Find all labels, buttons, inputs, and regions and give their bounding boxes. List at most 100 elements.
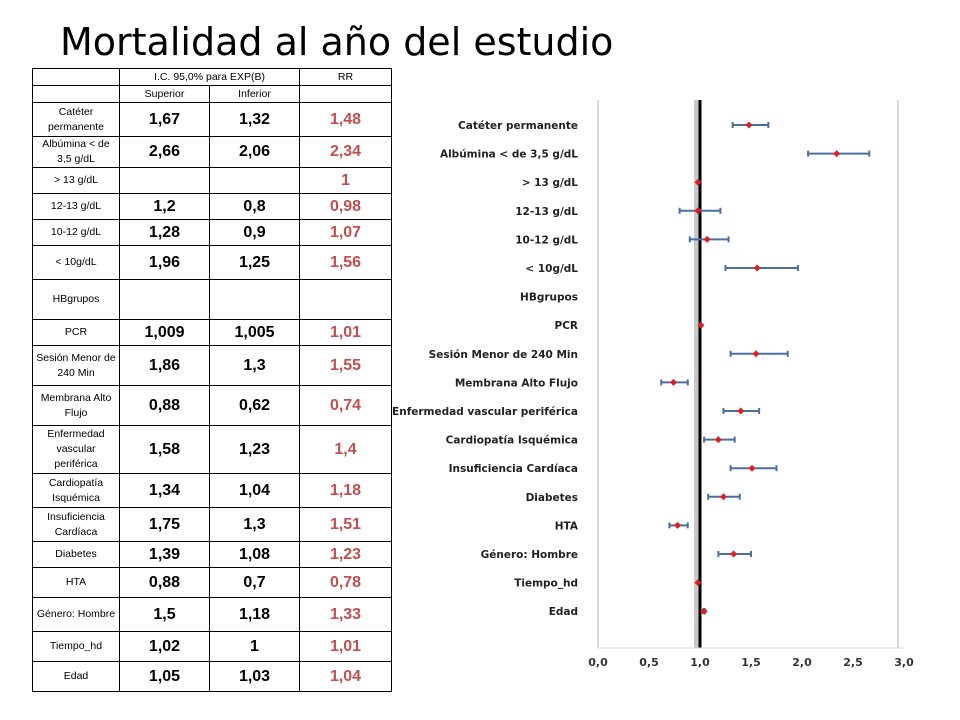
category-label: Membrana Alto Flujo [455,377,578,389]
x-tick-label: 3,0 [894,656,914,669]
superior-value: 1,28 [119,219,210,246]
rr-value: 1,4 [299,425,393,474]
category-label: Tiempo_hd [514,578,578,590]
row-label: Diabetes [32,541,120,568]
rr-point [700,607,708,615]
inferior-value: 2,06 [208,136,301,168]
rr-value: 1,33 [299,597,393,632]
x-tick-label: 0,0 [588,656,608,669]
reference-band [694,100,701,648]
superior-value: 1,75 [119,507,210,542]
row-label: Edad [32,661,120,692]
row-label: Tiempo_hd [32,631,120,662]
row-label: Enfermedad vascular periférica [32,425,120,474]
row-label: Catéter permanente [32,102,120,137]
category-label: Edad [549,606,578,618]
rr-point [737,407,745,415]
table-row: Catéter permanente 1,67 1,32 1,48 [32,102,393,137]
superior-value: 1,009 [119,319,210,346]
rr-value: 0,78 [299,567,393,598]
superior-value: 2,66 [119,136,210,168]
table-row: HBgrupos [32,279,393,320]
rr-point [753,264,761,272]
category-label: Enfermedad vascular periférica [392,406,578,418]
superior-value: 1,02 [119,631,210,662]
header-inferior: Inferior [208,85,301,103]
superior-value: 0,88 [119,385,210,426]
table-row: 12-13 g/dL 1,2 0,8 0,98 [32,193,393,220]
category-label: Sesión Menor de 240 Min [429,349,578,361]
row-label: < 10g/dL [32,245,120,280]
rr-point [748,464,756,472]
row-label: 12-13 g/dL [32,193,120,220]
superior-value: 1,58 [119,425,210,474]
table-header-row: I.C. 95,0% para EXP(B) RR [32,68,393,86]
rr-value: 1,18 [299,473,393,508]
rr-point [697,321,705,329]
inferior-value: 1,18 [208,597,301,632]
superior-value: 1,67 [119,102,210,137]
inferior-value: 1,08 [208,541,301,568]
rr-value: 1,55 [299,345,393,386]
table-row: Sesión Menor de 240 Min 1,86 1,3 1,55 [32,345,393,386]
inferior-value: 1,3 [208,507,301,542]
table-row: Membrana Alto Flujo 0,88 0,62 0,74 [32,385,393,426]
results-table: I.C. 95,0% para EXP(B) RR Superior Infer… [32,68,393,692]
inferior-value: 0,8 [208,193,301,220]
inferior-value: 1,25 [208,245,301,280]
inferior-value [208,167,301,194]
header-rr: RR [299,68,393,86]
rr-point [694,579,702,587]
row-label: HBgrupos [32,279,120,320]
inferior-value: 1,3 [208,345,301,386]
rr-point [714,436,722,444]
forest-plot: 0,0 0,5 1,0 1,5 2,0 2,5 3,0 Catéter permanente A… [392,100,914,669]
rr-point [674,521,682,529]
row-label: Cardiopatía Isquémica [32,473,120,508]
row-label: PCR [32,319,120,346]
table-row: Enfermedad vascular periférica 1,58 1,23 1,… [32,425,393,474]
category-label: PCR [555,320,579,332]
table-row: Cardiopatía Isquémica 1,34 1,04 1,18 [32,473,393,508]
category-label: 10-12 g/dL [515,234,578,246]
table-row: Edad 1,05 1,03 1,04 [32,661,393,692]
rr-value: 2,34 [299,136,393,168]
category-label: HBgrupos [520,292,578,304]
rr-value: 0,74 [299,385,393,426]
table-row: HTA 0,88 0,7 0,78 [32,567,393,598]
row-label: Insuficiencia Cardíaca [32,507,120,542]
rr-value [299,279,393,320]
rr-value: 1,01 [299,631,393,662]
inferior-value: 1,005 [208,319,301,346]
category-label: Género: Hombre [481,549,578,561]
category-label: Catéter permanente [458,120,578,132]
row-label: HTA [32,567,120,598]
rr-value: 1,04 [299,661,393,692]
header-ic: I.C. 95,0% para EXP(B) [118,68,301,86]
rr-point [703,235,711,243]
superior-value: 0,88 [119,567,210,598]
superior-value: 1,96 [119,245,210,280]
inferior-value: 1,03 [208,661,301,692]
category-label: < 10g/dL [525,263,578,275]
superior-value: 1,39 [119,541,210,568]
rr-point [730,550,738,558]
header-superior: Superior [119,85,210,103]
table-row: Género: Hombre 1,5 1,18 1,33 [32,597,393,632]
x-tick-label: 0,5 [639,656,659,669]
category-label: Albúmina < de 3,5 g/dL [440,149,578,161]
row-label: > 13 g/dL [32,167,120,194]
x-tick-label: 1,5 [741,656,761,669]
inferior-value: 1,23 [208,425,301,474]
table-row: Diabetes 1,39 1,08 1,23 [32,541,393,568]
row-label: Sesión Menor de 240 Min [32,345,120,386]
rr-point [833,150,841,158]
table-subheader-row: Superior Inferior [32,85,393,103]
superior-value: 1,05 [119,661,210,692]
rr-value: 1 [299,167,393,194]
rr-point [694,178,702,186]
superior-value: 1,86 [119,345,210,386]
category-label: Cardiopatía Isquémica [446,435,578,447]
table-row: 10-12 g/dL 1,28 0,9 1,07 [32,219,393,246]
superior-value: 1,34 [119,473,210,508]
